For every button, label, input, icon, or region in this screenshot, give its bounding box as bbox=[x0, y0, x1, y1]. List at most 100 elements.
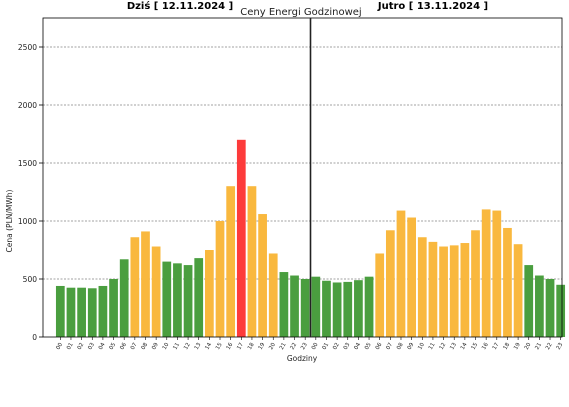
price-bar bbox=[524, 265, 534, 337]
x-tick-label: 16 bbox=[481, 342, 490, 351]
x-tick-label: 20 bbox=[524, 342, 533, 351]
x-tick-label: 21 bbox=[279, 342, 288, 351]
y-tick-label: 0 bbox=[32, 333, 37, 342]
price-bar bbox=[343, 281, 353, 337]
x-tick-label: 02 bbox=[77, 342, 86, 351]
x-tick-label: 22 bbox=[545, 342, 554, 351]
x-tick-label: 06 bbox=[119, 342, 128, 351]
price-bar bbox=[77, 287, 86, 337]
x-tick-label: 13 bbox=[194, 342, 203, 351]
x-tick-label: 12 bbox=[439, 342, 448, 351]
x-tick-label: 18 bbox=[502, 342, 511, 351]
price-bar bbox=[364, 276, 374, 337]
x-tick-label: 08 bbox=[141, 342, 150, 351]
price-bar bbox=[492, 210, 502, 337]
x-tick-label: 19 bbox=[258, 342, 267, 351]
price-bar bbox=[513, 244, 523, 337]
x-axis-label: Godziny bbox=[287, 354, 318, 363]
price-bar bbox=[407, 217, 417, 337]
x-tick-label: 11 bbox=[172, 342, 181, 351]
price-bar bbox=[417, 237, 427, 337]
price-bar bbox=[481, 209, 491, 337]
x-tick-label: 15 bbox=[215, 342, 224, 351]
price-bar bbox=[428, 241, 438, 337]
y-tick-label: 1000 bbox=[18, 217, 37, 226]
x-tick-label: 06 bbox=[375, 342, 384, 351]
x-tick-label: 23 bbox=[556, 342, 565, 351]
x-tick-label: 07 bbox=[385, 342, 394, 351]
price-bar bbox=[55, 285, 65, 337]
x-tick-label: 19 bbox=[513, 342, 522, 351]
price-bar bbox=[279, 272, 289, 337]
x-tick-label: 14 bbox=[460, 342, 469, 351]
price-bar bbox=[471, 230, 480, 337]
price-bar bbox=[141, 231, 150, 337]
x-tick-label: 04 bbox=[353, 342, 362, 351]
plot-frame bbox=[42, 17, 563, 338]
x-tick-label: 08 bbox=[396, 342, 405, 351]
price-bar bbox=[130, 237, 140, 337]
price-bar bbox=[556, 284, 566, 337]
x-tick-label: 00 bbox=[55, 342, 64, 351]
price-bar bbox=[385, 230, 395, 337]
y-tick-label: 2000 bbox=[18, 101, 37, 110]
x-tick-label: 09 bbox=[151, 342, 160, 351]
x-tick-label: 13 bbox=[449, 342, 458, 351]
price-bar bbox=[162, 261, 172, 337]
price-bar bbox=[354, 280, 363, 337]
x-tick-label: 09 bbox=[407, 342, 416, 351]
x-tick-label: 23 bbox=[300, 342, 309, 351]
x-tick-label: 11 bbox=[428, 342, 437, 351]
price-bar bbox=[535, 275, 544, 337]
price-bar bbox=[332, 282, 342, 337]
chart-title: Ceny Energi Godzinowej bbox=[240, 7, 361, 18]
price-bar bbox=[396, 210, 406, 337]
x-tick-label: 21 bbox=[534, 342, 543, 351]
price-bar bbox=[66, 287, 76, 337]
x-tick-label: 05 bbox=[109, 342, 118, 351]
price-bar bbox=[183, 265, 193, 337]
price-bar bbox=[215, 221, 225, 337]
price-bar bbox=[300, 279, 310, 337]
today-header: Dziś [ 12.11.2024 ] bbox=[127, 0, 233, 12]
y-tick-label: 1500 bbox=[18, 159, 37, 168]
price-bar bbox=[460, 243, 470, 337]
price-bar bbox=[258, 214, 267, 337]
price-bar bbox=[290, 275, 299, 337]
tomorrow-header: Jutro [ 13.11.2024 ] bbox=[377, 1, 488, 12]
price-bar bbox=[119, 259, 129, 337]
y-tick-label: 2500 bbox=[18, 43, 37, 52]
price-bar bbox=[109, 279, 118, 337]
x-tick-label: 14 bbox=[204, 342, 213, 351]
x-tick-label: 01 bbox=[66, 342, 75, 351]
x-tick-label: 10 bbox=[417, 342, 426, 351]
bars bbox=[55, 139, 566, 337]
price-bar bbox=[204, 250, 214, 337]
price-bar bbox=[503, 227, 512, 337]
x-tick-label: 22 bbox=[290, 342, 299, 351]
price-bar bbox=[311, 276, 321, 337]
x-tick-label: 15 bbox=[471, 342, 480, 351]
x-tick-label: 17 bbox=[236, 342, 245, 351]
x-tick-label: 04 bbox=[98, 342, 107, 351]
x-tick-label: 16 bbox=[226, 342, 235, 351]
price-bar bbox=[439, 246, 448, 337]
x-tick-label: 07 bbox=[130, 342, 139, 351]
x-tick-label: 18 bbox=[247, 342, 256, 351]
price-bar bbox=[98, 285, 108, 337]
x-tick-label: 03 bbox=[87, 342, 96, 351]
x-tick-label: 05 bbox=[364, 342, 373, 351]
x-tick-label: 20 bbox=[268, 342, 277, 351]
x-tick-label: 02 bbox=[332, 342, 341, 351]
y-tick-label: 500 bbox=[23, 275, 38, 284]
price-bar bbox=[449, 245, 459, 337]
x-tick-label: 10 bbox=[162, 342, 171, 351]
x-tick-label: 12 bbox=[183, 342, 192, 351]
price-bar bbox=[194, 258, 204, 337]
price-bar bbox=[545, 279, 555, 337]
x-tick-label: 00 bbox=[311, 342, 320, 351]
price-bar bbox=[236, 139, 246, 337]
x-tick-label: 03 bbox=[343, 342, 352, 351]
